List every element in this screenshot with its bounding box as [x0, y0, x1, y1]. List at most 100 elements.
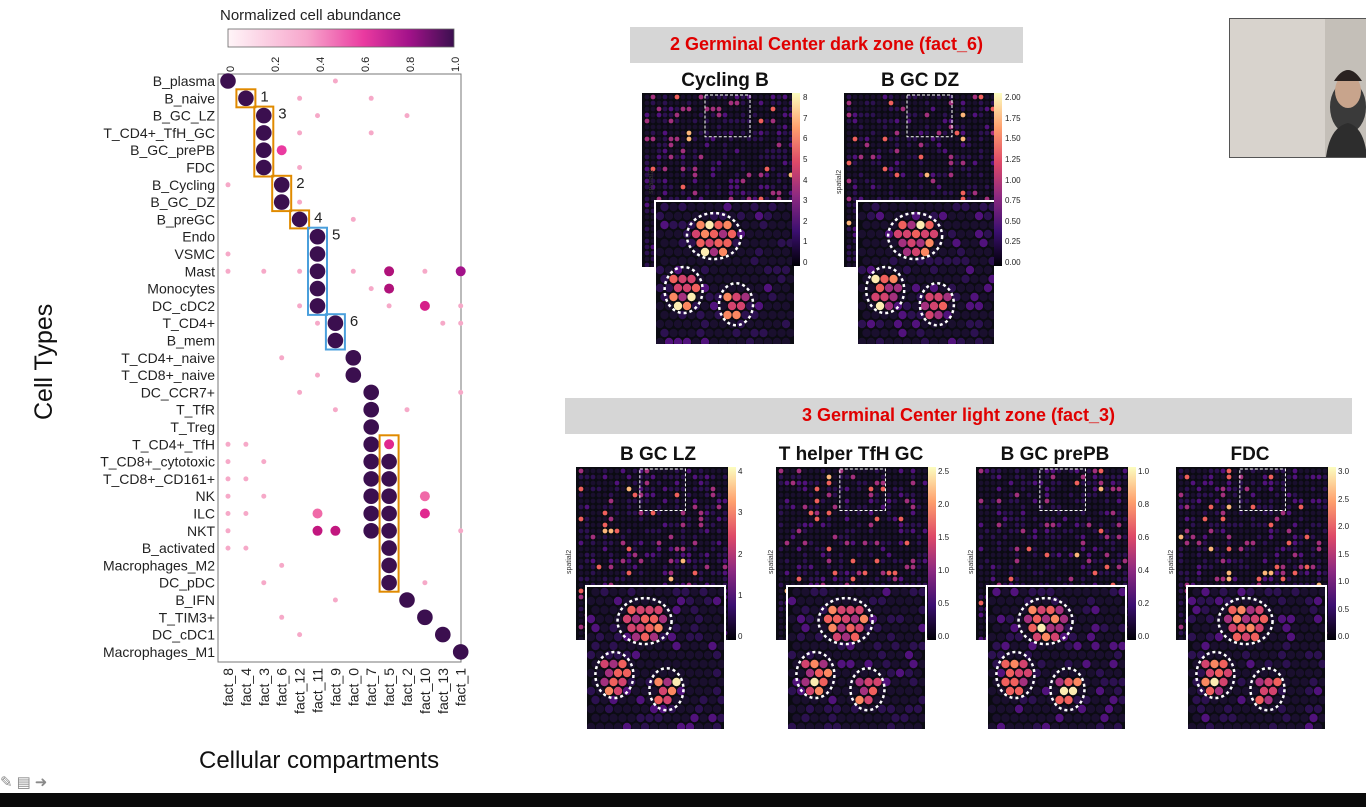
spot [686, 558, 692, 564]
dot [350, 268, 356, 274]
spot [802, 480, 808, 486]
spot [1116, 480, 1122, 486]
spot [904, 492, 910, 498]
spot [956, 247, 966, 257]
spot [895, 614, 905, 624]
spot [1026, 576, 1032, 582]
spot [936, 166, 942, 172]
spot [608, 504, 614, 510]
spot [722, 100, 728, 106]
spot [596, 504, 602, 510]
row-label: T_TfR [176, 402, 215, 418]
spot [900, 605, 909, 615]
spot [782, 136, 788, 142]
spot [1020, 570, 1026, 576]
spot [978, 540, 984, 546]
spot [578, 540, 584, 546]
spot [1002, 558, 1008, 564]
spot [777, 310, 786, 320]
spot [870, 154, 876, 160]
spot [1002, 576, 1008, 582]
spot [850, 510, 856, 516]
spot [727, 283, 737, 293]
spot [838, 486, 844, 492]
spot [864, 713, 873, 723]
spot [718, 337, 728, 344]
spot [942, 124, 948, 130]
spot [595, 722, 605, 729]
spot [590, 486, 596, 492]
spot [1002, 528, 1008, 534]
spot [578, 624, 584, 630]
spot [704, 558, 710, 564]
spot [902, 265, 912, 275]
spot [1038, 492, 1044, 498]
spot [886, 596, 896, 606]
spot [886, 576, 892, 582]
spot [790, 576, 796, 582]
spot [1110, 492, 1116, 498]
spot [961, 220, 970, 230]
germinal-center-outline [616, 596, 673, 646]
spot [960, 106, 966, 112]
spot [884, 319, 894, 329]
spot [1098, 528, 1104, 534]
spot [620, 504, 626, 510]
spot [613, 632, 623, 642]
spot [918, 94, 924, 100]
spot [856, 516, 862, 522]
spot [627, 623, 636, 633]
spot [692, 522, 698, 528]
spot [1104, 558, 1110, 564]
spot [820, 558, 826, 564]
spot [1056, 474, 1062, 480]
spot [858, 100, 864, 106]
spot [686, 516, 692, 522]
column-label: fact_10 [417, 668, 433, 714]
spot [900, 641, 909, 651]
spatial-map-t-helper-tfh-gc-zoom [786, 585, 927, 731]
spot [764, 118, 770, 124]
spot [880, 516, 886, 522]
spot [882, 160, 888, 166]
spot [892, 558, 898, 564]
spot [732, 310, 741, 320]
spot [873, 713, 882, 723]
spot [650, 492, 656, 498]
spot [828, 641, 837, 651]
spot [790, 468, 796, 474]
spot [844, 498, 850, 504]
spot [734, 184, 740, 190]
spot [972, 124, 978, 130]
spot [672, 659, 681, 669]
spot [904, 668, 914, 678]
spot [855, 659, 864, 669]
spot [990, 130, 994, 136]
spot [990, 112, 994, 118]
spot [674, 492, 680, 498]
spot [837, 659, 846, 669]
spot [947, 301, 957, 311]
spot [850, 558, 856, 564]
spot [704, 510, 710, 516]
spot [727, 229, 737, 239]
spot [663, 623, 672, 633]
spot [875, 337, 885, 344]
spot [966, 184, 972, 190]
spot [668, 190, 674, 196]
spot [868, 686, 878, 696]
spot [704, 528, 710, 534]
spot [898, 528, 904, 534]
spot [1044, 546, 1050, 552]
spot [705, 220, 714, 230]
spot [906, 172, 912, 178]
spot [782, 148, 788, 154]
dot [225, 493, 231, 499]
spot [1092, 552, 1098, 558]
spot [961, 310, 970, 320]
spot [1098, 516, 1104, 522]
spot [608, 492, 614, 498]
spot [754, 211, 764, 221]
spot [620, 510, 626, 516]
spot [1068, 492, 1074, 498]
